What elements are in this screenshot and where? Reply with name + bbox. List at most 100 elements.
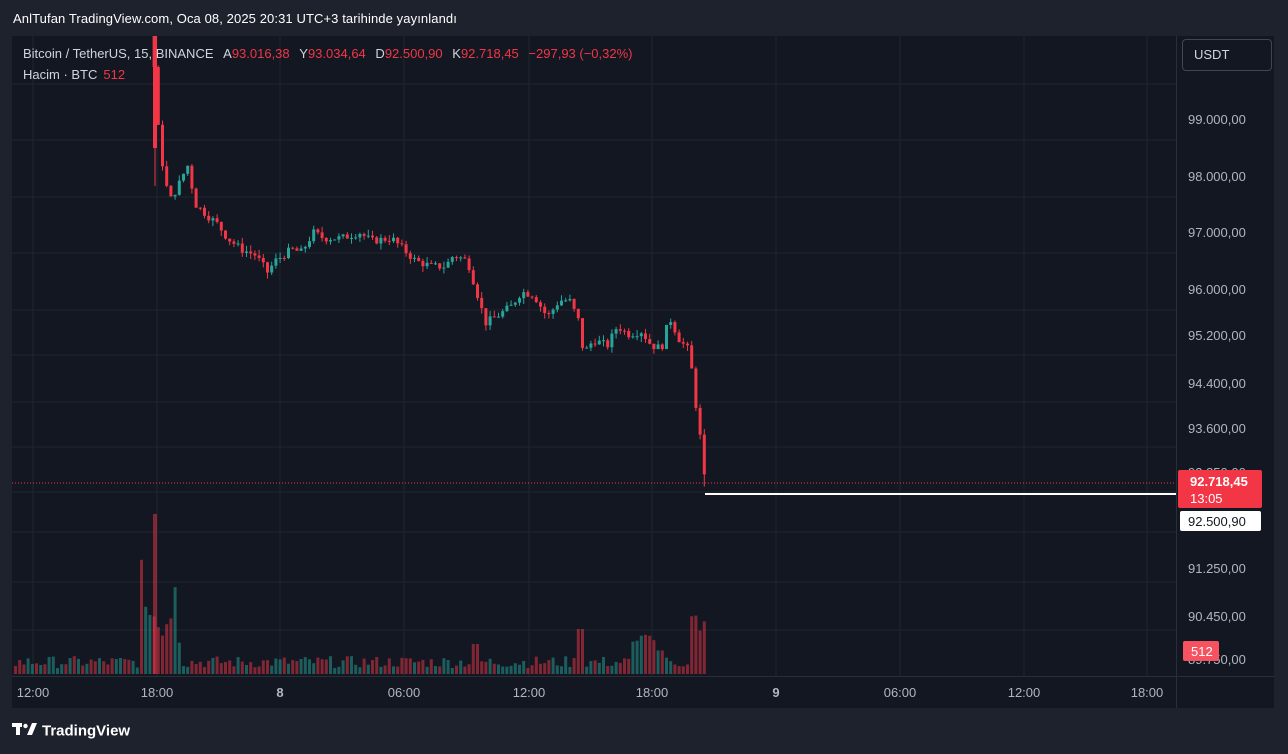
volume-bar <box>623 658 626 674</box>
candle-body <box>635 336 639 338</box>
volume-bar <box>400 657 404 674</box>
volume-bar <box>153 514 157 674</box>
volume-bar <box>320 659 324 674</box>
volume-bar <box>417 661 421 674</box>
candle-body <box>203 207 206 216</box>
bar-countdown: 13:05 <box>1190 491 1223 506</box>
volume-bar <box>228 660 232 674</box>
volume-bar <box>513 663 517 674</box>
volume-bar <box>702 621 706 674</box>
volume-bar <box>245 665 248 674</box>
candle-body <box>593 343 597 345</box>
open-key: A <box>223 46 232 61</box>
time-tick-label: 8 <box>276 685 284 700</box>
chart-pane[interactable] <box>12 36 1274 708</box>
volume-bar <box>593 660 597 674</box>
volume-bar <box>249 662 253 674</box>
candle-body <box>274 258 278 266</box>
candle-body <box>455 257 458 259</box>
currency-button[interactable]: USDT <box>1182 39 1272 71</box>
volume-bar <box>572 658 576 674</box>
low-value: 92.500,90 <box>384 46 443 61</box>
volume-bar <box>606 665 610 674</box>
volume-bar <box>551 657 555 674</box>
volume-bar <box>337 666 341 674</box>
volume-bar <box>295 661 299 674</box>
candle-body <box>631 336 635 338</box>
candle-body <box>396 237 400 244</box>
volume-bar <box>396 666 400 674</box>
candle-body <box>610 333 614 348</box>
volume-bar <box>77 658 80 674</box>
volume-bar <box>463 666 467 674</box>
volume-bar <box>455 665 458 674</box>
candle-body <box>690 345 694 369</box>
volume-bar <box>207 660 211 674</box>
volume-bar <box>270 665 274 674</box>
volume-bar <box>488 658 492 674</box>
price-chart[interactable] <box>12 36 1176 676</box>
volume-bar <box>610 665 614 674</box>
close-key: K <box>452 46 461 61</box>
low-price-tag: 92.500,90 <box>1180 511 1261 531</box>
volume-bar <box>677 666 681 674</box>
symbol-title[interactable]: Bitcoin / TetherUS, 15, BINANCE <box>23 46 214 61</box>
volume-bar <box>127 659 131 674</box>
volume-bar <box>64 664 68 674</box>
candle-body <box>400 243 404 245</box>
candle-body <box>648 339 652 344</box>
tradingview-brand[interactable]: TradingView <box>12 722 130 740</box>
candle-body <box>350 237 353 239</box>
candle-body <box>253 253 257 256</box>
high-key: Y <box>299 46 308 61</box>
volume-bar <box>480 661 484 674</box>
volume-bar <box>261 660 265 674</box>
candle-body <box>644 333 647 340</box>
volume-bar <box>60 664 64 674</box>
volume-bar <box>459 660 463 674</box>
volume-legend: Hacim · BTC 512 <box>23 67 125 82</box>
candle-body <box>513 302 517 305</box>
candle-body <box>656 344 660 350</box>
candle-body <box>266 262 269 273</box>
price-tick-label: 98.000,00 <box>1188 169 1246 184</box>
volume-bar <box>501 666 505 674</box>
candle-body <box>446 261 450 268</box>
volume-bar <box>236 657 240 674</box>
candle-body <box>530 296 534 298</box>
candle-body <box>673 322 677 333</box>
volume-bar <box>581 629 584 674</box>
volume-bar <box>341 660 345 674</box>
candle-body <box>669 322 673 325</box>
volume-bar <box>387 658 391 674</box>
candle-body <box>190 165 194 189</box>
price-tick-label: 96.000,00 <box>1188 282 1246 297</box>
brand-name: TradingView <box>42 722 131 740</box>
candle-body <box>463 257 467 259</box>
candle-body <box>362 234 366 236</box>
volume-bar <box>93 661 97 674</box>
candle-body <box>597 340 601 345</box>
time-tick-label: 06:00 <box>883 685 917 700</box>
volume-label: Hacim · BTC <box>23 67 98 82</box>
candle-body <box>438 263 442 269</box>
volume-bar <box>564 656 568 674</box>
time-tick-label: 18:00 <box>140 685 174 700</box>
candle-body <box>303 246 307 249</box>
candle-body <box>497 316 500 318</box>
candle-body <box>186 165 190 174</box>
volume-bar <box>316 657 320 674</box>
candle-body <box>627 330 631 338</box>
candle-body <box>421 261 425 267</box>
volume-bar <box>81 665 85 674</box>
volume-bar <box>85 663 89 674</box>
volume-bar <box>219 663 223 674</box>
volume-bar <box>379 666 383 674</box>
volume-bar <box>450 667 454 674</box>
candle-body <box>387 240 391 242</box>
candle-body <box>581 318 584 348</box>
change-value: −297,93 (−0,32%) <box>528 46 633 61</box>
candle-body <box>618 329 622 331</box>
volume-bar <box>39 665 43 674</box>
price-tick-label: 94.400,00 <box>1188 376 1246 391</box>
